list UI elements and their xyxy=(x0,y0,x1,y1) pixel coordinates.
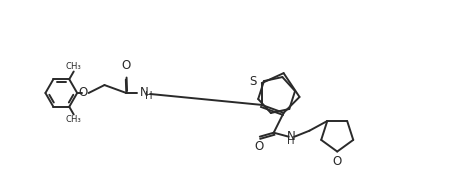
Text: S: S xyxy=(250,75,257,88)
Text: O: O xyxy=(333,154,342,168)
Text: N: N xyxy=(140,85,149,98)
Text: H: H xyxy=(287,136,295,146)
Text: O: O xyxy=(78,87,87,100)
Text: CH₃: CH₃ xyxy=(66,115,82,124)
Text: H: H xyxy=(145,91,153,101)
Text: O: O xyxy=(254,140,264,153)
Text: CH₃: CH₃ xyxy=(66,62,82,71)
Text: O: O xyxy=(121,59,131,72)
Text: N: N xyxy=(287,130,295,143)
